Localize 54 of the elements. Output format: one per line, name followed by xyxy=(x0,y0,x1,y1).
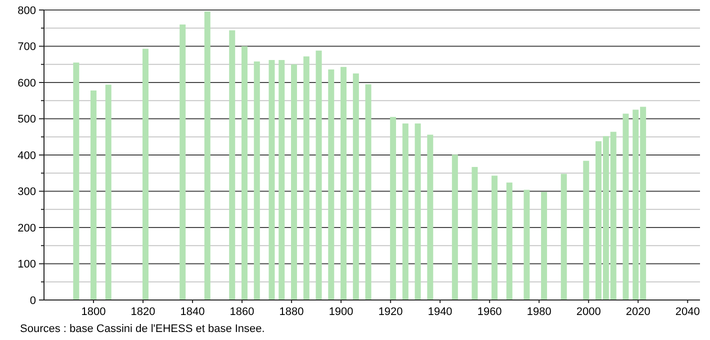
x-tick-label: 1860 xyxy=(230,306,254,318)
bar xyxy=(328,69,334,300)
y-tick-label: 0 xyxy=(30,294,36,307)
y-tick-label: 800 xyxy=(18,4,36,17)
bar xyxy=(390,116,396,300)
x-tick-label: 2000 xyxy=(576,306,601,318)
y-tick-label: 200 xyxy=(18,222,36,234)
bar xyxy=(204,11,210,300)
x-tick-label: 1920 xyxy=(378,306,403,318)
bar xyxy=(340,66,347,300)
bar xyxy=(622,114,629,300)
x-tick-label: 2020 xyxy=(626,306,650,318)
bar xyxy=(472,166,478,300)
x-tick-label: 1800 xyxy=(81,306,106,318)
y-tick-label: 700 xyxy=(18,41,36,54)
x-tick-label: 1820 xyxy=(130,306,156,318)
y-tick-label: 300 xyxy=(18,186,36,198)
y-tick-label: 600 xyxy=(18,77,36,90)
y-tick-label: 500 xyxy=(18,114,36,126)
bar xyxy=(105,84,112,300)
bar xyxy=(303,56,310,300)
bar xyxy=(427,134,434,300)
bar xyxy=(560,174,567,300)
bar xyxy=(524,190,530,300)
bar xyxy=(352,73,359,300)
x-tick-label: 2040 xyxy=(675,306,700,318)
bar xyxy=(229,30,236,300)
bar xyxy=(541,192,548,300)
bar xyxy=(278,60,285,300)
bar xyxy=(254,61,260,300)
bar xyxy=(365,84,372,300)
bar xyxy=(180,24,186,300)
bar xyxy=(492,176,498,300)
bar xyxy=(414,123,421,300)
bar xyxy=(452,154,458,300)
bar xyxy=(73,62,80,300)
bar xyxy=(583,160,590,300)
bar xyxy=(268,60,275,300)
bar xyxy=(316,50,322,300)
x-tick-label: 1840 xyxy=(180,306,205,318)
x-tick-label: 1960 xyxy=(477,306,502,318)
x-tick-label: 1980 xyxy=(526,306,552,318)
y-tick-label: 100 xyxy=(18,258,36,271)
bar xyxy=(90,90,97,300)
x-tick-label: 1900 xyxy=(328,306,354,318)
x-tick-label: 1880 xyxy=(279,306,304,318)
source-note: Sources : base Cassini de l'EHESS et base Insee. xyxy=(20,323,265,335)
bar xyxy=(402,123,408,300)
y-tick-label: 400 xyxy=(18,150,36,162)
bar xyxy=(506,182,512,300)
bar xyxy=(291,64,298,300)
bar xyxy=(142,48,148,300)
bar xyxy=(242,46,248,300)
x-tick-label: 1940 xyxy=(428,306,452,318)
